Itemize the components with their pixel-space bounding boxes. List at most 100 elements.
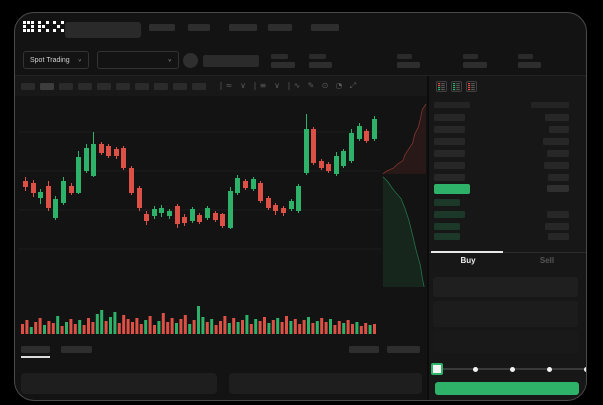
market-type-dropdown[interactable]: Spot Trading ∨: [23, 51, 89, 69]
bid-row[interactable]: [429, 223, 586, 233]
bottom-tab[interactable]: [21, 346, 50, 353]
candle-body: [106, 146, 111, 156]
tab-buy[interactable]: Buy: [460, 256, 476, 265]
draw-icon[interactable]: ✎: [307, 81, 315, 90]
indicator-icon[interactable]: ≈: [225, 81, 233, 90]
volume-bar: [179, 319, 183, 334]
candle-body: [84, 148, 89, 171]
ask-row[interactable]: [429, 114, 586, 124]
volume-bar: [161, 313, 165, 334]
expand-icon[interactable]: ⤢: [349, 81, 357, 90]
timeframe-button[interactable]: [116, 83, 130, 90]
order-form-field[interactable]: [433, 277, 578, 297]
bottom-tab[interactable]: [61, 346, 92, 353]
ask-row[interactable]: [429, 126, 586, 136]
slider-stop-dot[interactable]: [510, 366, 515, 372]
slider-stop-dot[interactable]: [473, 366, 479, 372]
candle-style-icon[interactable]: ≡: [259, 81, 267, 90]
okx-logo-pixel: [42, 25, 46, 29]
candle-body: [349, 133, 354, 161]
volume-bar: [364, 323, 368, 334]
volume-bar: [87, 318, 90, 334]
pair-dropdown[interactable]: ∨: [97, 51, 179, 69]
ask-row[interactable]: [429, 174, 586, 184]
bids-depth-line: [382, 176, 425, 288]
volume-bar: [47, 321, 51, 334]
okx-logo-pixel: [61, 29, 65, 33]
candlestick-chart[interactable]: [19, 96, 381, 341]
search-bar[interactable]: [65, 22, 141, 38]
timeframe-button[interactable]: [59, 83, 73, 90]
bottom-tab-action[interactable]: [349, 346, 379, 353]
slider-stop-dot[interactable]: [583, 366, 586, 372]
timeframe-button[interactable]: [192, 83, 206, 90]
candle-body: [296, 186, 301, 211]
line-type-icon[interactable]: ∿: [293, 81, 301, 90]
okx-logo-pixel: [38, 21, 42, 25]
nav-item[interactable]: [149, 24, 175, 31]
slider-stop-dot[interactable]: [546, 366, 552, 372]
candle-body: [137, 188, 142, 208]
nav-item[interactable]: [188, 24, 210, 31]
candle-body: [61, 181, 66, 203]
volume-bar: [276, 318, 280, 334]
volume-bar: [285, 316, 288, 334]
volume-bar: [333, 325, 337, 334]
timeframe-button[interactable]: [40, 83, 54, 90]
bid-row[interactable]: [429, 199, 586, 209]
bid-row[interactable]: [429, 211, 586, 221]
volume-bar: [153, 325, 156, 334]
bid-row[interactable]: [429, 233, 586, 243]
volume-bar: [188, 324, 192, 334]
volume-bar: [126, 319, 130, 334]
nav-item[interactable]: [311, 24, 339, 31]
nav-item[interactable]: [229, 24, 257, 31]
ask-row[interactable]: [429, 150, 586, 160]
bottom-tab-action[interactable]: [387, 346, 420, 353]
chevron-down-icon[interactable]: ∨: [240, 81, 246, 90]
okx-logo-pixel: [23, 25, 27, 29]
divider: [429, 252, 586, 253]
camera-icon[interactable]: ⊙: [321, 81, 329, 90]
timeframe-button[interactable]: [97, 83, 111, 90]
amount-slider-handle[interactable]: [431, 363, 443, 375]
nav-item[interactable]: [268, 24, 292, 31]
orderbook-layout-bids-only-icon[interactable]: [451, 81, 462, 92]
timeframe-button[interactable]: [21, 83, 35, 90]
volume-bar: [197, 306, 200, 334]
last-price-bar[interactable]: [434, 184, 470, 194]
timeframe-button[interactable]: [135, 83, 149, 90]
order-form-field[interactable]: [433, 301, 578, 327]
ask-price-placeholder: [434, 114, 465, 121]
timeframe-button[interactable]: [78, 83, 92, 90]
chevron-down-icon[interactable]: ∨: [274, 81, 280, 90]
volume-bar: [122, 315, 126, 334]
volume-bar: [293, 319, 297, 334]
volume-bar: [65, 322, 68, 334]
pair-name-placeholder: [203, 55, 259, 67]
candle-body: [23, 181, 28, 187]
okx-logo-pixel: [31, 29, 35, 33]
volume-bar: [214, 325, 218, 334]
okx-logo-pixel: [53, 29, 57, 33]
history-icon[interactable]: ◔: [335, 81, 343, 90]
candle-body: [190, 209, 195, 221]
okx-logo-pixel: [27, 29, 31, 33]
volume-bar: [100, 310, 104, 334]
orderbook-layout-combined-icon[interactable]: [436, 81, 447, 92]
candle-body: [334, 156, 339, 174]
orderbook-col-header-price: [434, 102, 470, 108]
ask-row[interactable]: [429, 138, 586, 148]
tab-sell[interactable]: Sell: [539, 256, 555, 265]
timeframe-button[interactable]: [154, 83, 168, 90]
volume-bar: [359, 326, 363, 334]
buy-submit-button[interactable]: [435, 382, 579, 395]
volume-bar: [144, 320, 148, 334]
timeframe-button[interactable]: [173, 83, 187, 90]
bids-depth-area: [382, 176, 425, 287]
orderbook-layout-asks-only-icon[interactable]: [466, 81, 477, 92]
volume-bar: [201, 317, 205, 334]
order-form-field[interactable]: [433, 331, 578, 353]
okx-logo-pixel: [23, 21, 27, 25]
ask-row[interactable]: [429, 162, 586, 172]
